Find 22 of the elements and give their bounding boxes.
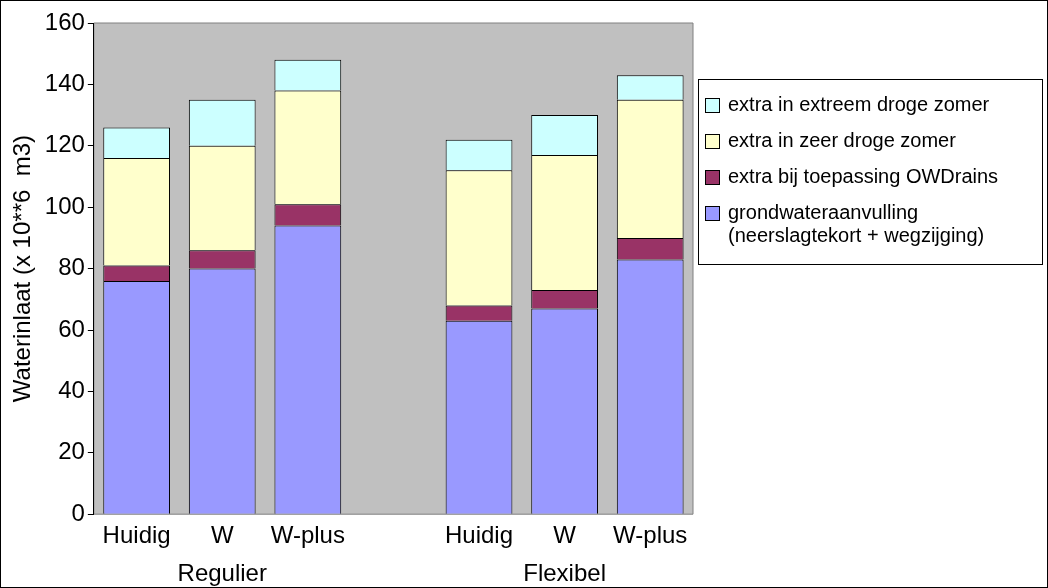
x-tick-label: W-plus — [270, 521, 345, 549]
y-tick-label: 60 — [58, 314, 85, 342]
y-tick-label: 20 — [58, 437, 85, 465]
legend-label: extra in extreem droge zomer — [728, 93, 990, 116]
y-tick-label: 120 — [44, 130, 85, 158]
text: Regulier — [177, 558, 267, 586]
y-tick-label: 160 — [44, 7, 85, 35]
y-tick-label: 80 — [58, 253, 85, 281]
x-tick-label: Huidig — [102, 521, 171, 549]
legend-label: extra bij toepassing OWDrains — [728, 165, 999, 188]
y-tick-label: 100 — [44, 191, 85, 219]
y-axis-title: Waterinlaat (x 10**6 m3) — [8, 134, 36, 403]
y-tick-label: 40 — [58, 376, 85, 404]
y-tick-label: 0 — [71, 498, 85, 526]
x-tick-label: W — [553, 521, 577, 549]
text: Flexibel — [523, 558, 606, 586]
x-tick-label: Huidig — [444, 521, 514, 549]
y-tick-label: 140 — [44, 69, 85, 97]
legend-label: grondwateraanvulling (neerslagtekort + wegzijging) — [728, 201, 986, 247]
x-tick-label: W-plus — [613, 521, 688, 549]
x-tick-label: W — [210, 521, 234, 549]
legend-label: extra in zeer droge zomer — [728, 129, 956, 152]
